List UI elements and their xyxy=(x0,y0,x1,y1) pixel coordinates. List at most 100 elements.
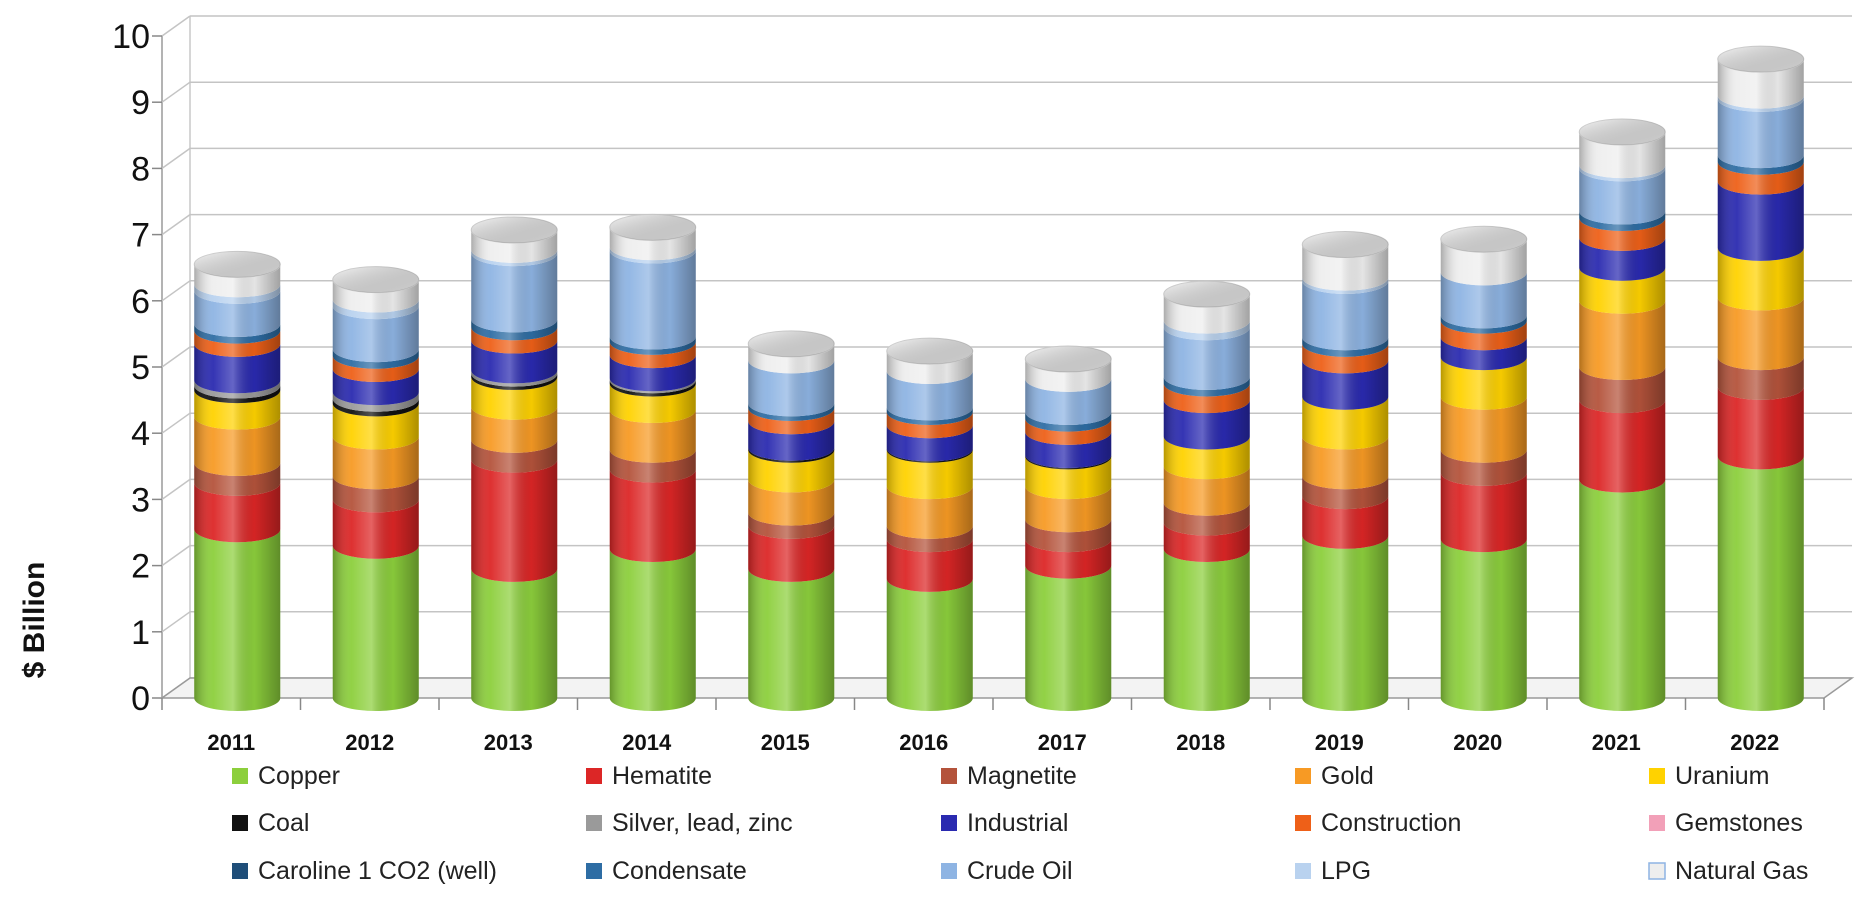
x-tick-label: 2022 xyxy=(1730,730,1779,755)
bar-segment-hematite xyxy=(1302,496,1389,549)
bar-segment-construction xyxy=(609,341,696,369)
bar-segment-crude-oil xyxy=(332,306,419,363)
legend-label: Gold xyxy=(1321,762,1374,790)
legend-label: Uranium xyxy=(1675,762,1769,790)
bar-segment-natural-gas xyxy=(1025,359,1112,392)
legend-label: Coal xyxy=(258,809,309,837)
legend-item-coal: Coal xyxy=(232,809,309,837)
bar-top-cap-shine xyxy=(194,251,281,278)
legend-label: Hematite xyxy=(612,762,712,790)
bar-segment-industrial xyxy=(332,368,419,406)
legend-swatch xyxy=(586,768,602,784)
legend-label: Copper xyxy=(258,762,340,790)
bar-segment-hematite xyxy=(1440,472,1527,553)
legend-item-construction: Construction xyxy=(1295,809,1461,837)
bar-segment-natural-gas xyxy=(609,227,696,261)
bar-segment-industrial xyxy=(1163,400,1250,450)
legend-item-industrial: Industrial xyxy=(941,809,1068,837)
legend-label: Silver, lead, zinc xyxy=(612,809,793,837)
bar-segment-construction xyxy=(1302,343,1389,374)
bar-segment-condensate xyxy=(194,323,281,344)
legend-swatch xyxy=(941,863,957,879)
legend-item-copper: Copper xyxy=(232,762,340,790)
bar-segment-hematite xyxy=(332,499,419,559)
bar-segment-crude-oil xyxy=(471,253,558,333)
legend-swatch xyxy=(586,815,602,831)
gridline-diagonal xyxy=(161,478,191,501)
bar-stack-2017 xyxy=(1024,345,1112,712)
gridline-diagonal xyxy=(161,280,191,302)
legend-swatch xyxy=(941,768,957,784)
legend-swatch xyxy=(1649,815,1665,831)
x-tick-label: 2020 xyxy=(1453,730,1502,755)
bar-segment-uranium xyxy=(1025,456,1112,500)
bar-segment-natural-gas xyxy=(886,351,973,384)
bar-segment-condensate xyxy=(1163,376,1250,397)
bar-segment-magnetite xyxy=(886,525,973,553)
legend-label: Construction xyxy=(1321,809,1461,837)
gridline-diagonal xyxy=(161,544,191,567)
x-tick-label: 2016 xyxy=(899,730,948,755)
bar-segment-uranium xyxy=(1440,357,1527,410)
bar-segment-crude-oil xyxy=(1440,272,1527,329)
bar-segment-copper xyxy=(1717,456,1804,712)
bar-stack-2012 xyxy=(332,266,420,712)
legend-swatch xyxy=(1648,862,1666,880)
x-tick-label: 2021 xyxy=(1592,730,1641,755)
gridline-diagonal xyxy=(161,346,191,368)
bar-segment-crude-oil xyxy=(1163,327,1250,390)
bar-segment-condensate xyxy=(1579,211,1666,232)
y-tick-label: 0 xyxy=(131,680,150,718)
y-tick-label: 8 xyxy=(131,150,150,188)
bar-stack-2011 xyxy=(193,250,281,712)
bar-stack-2013 xyxy=(470,216,558,712)
bar-segment-gold xyxy=(1579,300,1666,380)
bar-segment-gold xyxy=(194,416,281,476)
gridline-diagonal xyxy=(161,412,191,434)
legend-swatch xyxy=(232,768,248,784)
legend-item-crude-oil: Crude Oil xyxy=(941,857,1073,885)
bar-segment-industrial xyxy=(471,340,558,384)
bar-segment-construction xyxy=(1440,320,1527,351)
bar-top-cap-shine xyxy=(1440,226,1527,253)
bar-segment-gold xyxy=(748,479,835,526)
bar-segment-crude-oil xyxy=(1579,168,1666,225)
bar-segment-magnetite xyxy=(748,512,835,539)
bar-segment-hematite xyxy=(609,469,696,563)
bar-segment-condensate xyxy=(1302,337,1389,357)
x-tick-label: 2011 xyxy=(207,730,255,755)
legend-label: Condensate xyxy=(612,857,747,885)
bar-segment-magnetite xyxy=(609,449,696,483)
legend-item-uranium: Uranium xyxy=(1649,762,1769,790)
bar-segment-condensate xyxy=(471,319,558,341)
bar-segment-industrial xyxy=(1579,237,1666,281)
legend-item-natural-gas: Natural Gas xyxy=(1648,857,1808,885)
bar-top-cap-shine xyxy=(886,338,973,365)
legend-label: Magnetite xyxy=(967,762,1077,790)
bar-segment-coal xyxy=(609,380,696,397)
bar-segment-natural-gas xyxy=(194,264,281,298)
bar-segment-uranium xyxy=(748,449,835,493)
y-tick-label: 3 xyxy=(131,481,150,519)
y-tick-label: 4 xyxy=(131,415,150,453)
bar-segment-condensate xyxy=(609,336,696,355)
legend-swatch xyxy=(1649,768,1665,784)
bar-segment-copper xyxy=(332,545,419,712)
bar-segment-coal xyxy=(332,398,419,417)
bar-segment-lpg xyxy=(1717,95,1804,112)
bar-segment-lpg xyxy=(1163,320,1250,341)
bar-segment-hematite xyxy=(1025,539,1112,579)
bar-segment-crude-oil xyxy=(886,370,973,421)
bar-segment-gold xyxy=(609,410,696,463)
x-tick-labels: 2011 2012 2013 2014 2015 2016 2017 2018 2019 2020… xyxy=(207,730,1779,755)
x-tick-label: 2019 xyxy=(1315,730,1364,755)
bar-segment-gold xyxy=(1163,466,1250,516)
bar-segment-copper xyxy=(1025,565,1112,712)
bar-segment-coal xyxy=(194,385,281,404)
bar-segment-gold xyxy=(1717,297,1804,371)
bar-segment-lpg xyxy=(1302,277,1389,294)
bar-top-cap-shine xyxy=(1302,231,1389,258)
y-tick-label: 1 xyxy=(131,614,150,652)
bar-stack-2021 xyxy=(1578,118,1666,712)
